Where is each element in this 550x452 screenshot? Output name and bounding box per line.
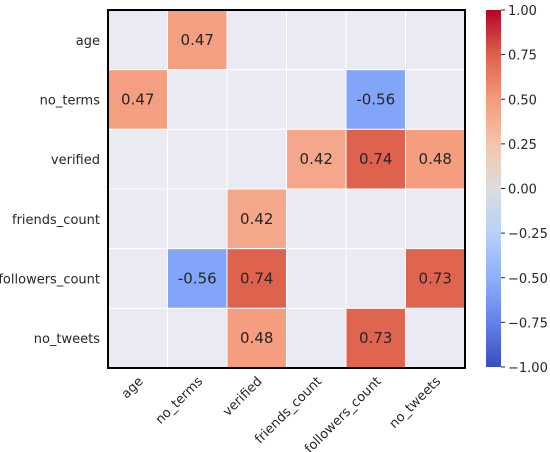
cell-value-label: 0.47: [121, 91, 154, 109]
colorbar-tick-label: 0.75: [508, 49, 537, 64]
cell-value-label: 0.48: [240, 329, 273, 347]
x-axis-tick-labels: age no_terms verifiedfriends_countfollower…: [119, 374, 444, 452]
cell-value-label: 0.73: [419, 270, 452, 288]
x-tick-label-no_tweets: no_tweets: [387, 374, 445, 432]
colorbar-tick-label: 0.25: [508, 138, 537, 153]
colorbar-tick-labels: 1.00 0.75 0.50 0.25 0.00 −0.25 −0.50 −0.75 −1.00: [501, 4, 548, 376]
heatmap-cell-age-no_tweets: [405, 9, 466, 71]
heatmap-cell-verified-no_tweets: [405, 128, 466, 190]
heatmap-cell-no_tweets-no_terms: [167, 307, 228, 369]
cell-value-label: 0.74: [240, 270, 273, 288]
heatmap-cell-no_tweets-age: [107, 307, 168, 369]
heatmap-cell-no_terms-age: [107, 69, 168, 130]
heatmap-cell-no_terms-no_terms: [167, 69, 228, 130]
y-tick-label-age: age: [76, 34, 100, 49]
heatmap-cell-age-followers_count: [345, 9, 406, 71]
heatmap-cell-age-no_terms: [167, 9, 228, 71]
y-tick-label-no_tweets: no_tweets: [34, 332, 101, 347]
heatmap-cell-verified-age: [107, 128, 168, 190]
heatmap-cell-no_tweets-no_tweets: [405, 307, 466, 369]
colorbar-tick-label: −1.00: [508, 361, 548, 376]
y-tick-label-verified: verified: [51, 153, 100, 168]
heatmap-cell-friends_count-no_tweets: [405, 188, 466, 250]
x-tick-label-verified: verified: [220, 374, 265, 419]
cell-value-label: -0.56: [178, 270, 217, 288]
cell-value-label: 0.48: [419, 150, 452, 168]
colorbar-gradient: [486, 10, 501, 367]
heatmap-cell-no_terms-followers_count: [345, 69, 406, 130]
heatmap-cell-no_terms-friends_count: [286, 69, 347, 130]
heatmap-cell-followers_count-friends_count: [286, 248, 347, 309]
heatmap-cell-no_tweets-friends_count: [286, 307, 347, 369]
colorbar: [486, 10, 501, 367]
heatmap-cell-age-age: [107, 9, 168, 71]
heatmap-cell-friends_count-followers_count: [345, 188, 406, 250]
heatmap-cell-followers_count-no_tweets: [405, 248, 466, 309]
colorbar-tick-label: −0.50: [508, 272, 548, 287]
cell-value-label: -0.56: [356, 91, 395, 109]
x-tick-label-age: age: [119, 374, 147, 402]
cell-value-label: 0.42: [240, 210, 273, 228]
heatmap-cell-friends_count-friends_count: [286, 188, 347, 250]
cell-value-label: 0.74: [359, 150, 392, 168]
heatmap-cells: [107, 9, 466, 369]
heatmap-cell-no_terms-verified: [226, 69, 287, 130]
heatmap-cell-followers_count-followers_count: [345, 248, 406, 309]
colorbar-tick-label: 1.00: [508, 4, 537, 19]
heatmap-cell-labels: 0.47 0.47 -0.56 0.42 0.74 0.48 0.42 -0.56 0.74 0.…: [121, 31, 452, 347]
heatmap-frame: [107, 9, 466, 369]
heatmap-cell-friends_count-age: [107, 188, 168, 250]
heatmap-cell-age-verified: [226, 9, 287, 71]
colorbar-tick-label: −0.75: [508, 316, 548, 331]
cell-value-label: 0.47: [181, 31, 214, 49]
cell-value-label: 0.73: [359, 329, 392, 347]
y-tick-label-followers_count: followers_count: [0, 273, 100, 288]
heatmap-cell-followers_count-age: [107, 248, 168, 309]
heatmap-cell-verified-verified: [226, 128, 287, 190]
x-tick-label-no_terms: no_terms: [153, 374, 206, 427]
heatmap-cell-followers_count-no_terms: [167, 248, 228, 309]
heatmap-cell-verified-no_terms: [167, 128, 228, 190]
heatmap-cell-friends_count-no_terms: [167, 188, 228, 250]
heatmap-cell-no_tweets-followers_count: [345, 307, 406, 369]
colorbar-tick-label: −0.25: [508, 227, 548, 242]
y-tick-label-friends_count: friends_count: [12, 213, 100, 228]
cell-value-label: 0.42: [300, 150, 333, 168]
heatmap-cell-age-friends_count: [286, 9, 347, 71]
y-tick-label-no_terms: no_terms: [40, 94, 101, 109]
y-axis-tick-labels: age no_terms verified friends_count follower…: [0, 34, 100, 347]
colorbar-tick-label: 0.50: [508, 93, 537, 108]
colorbar-tick-label: 0.00: [508, 183, 537, 198]
heatmap-cell-no_terms-no_tweets: [405, 69, 466, 130]
